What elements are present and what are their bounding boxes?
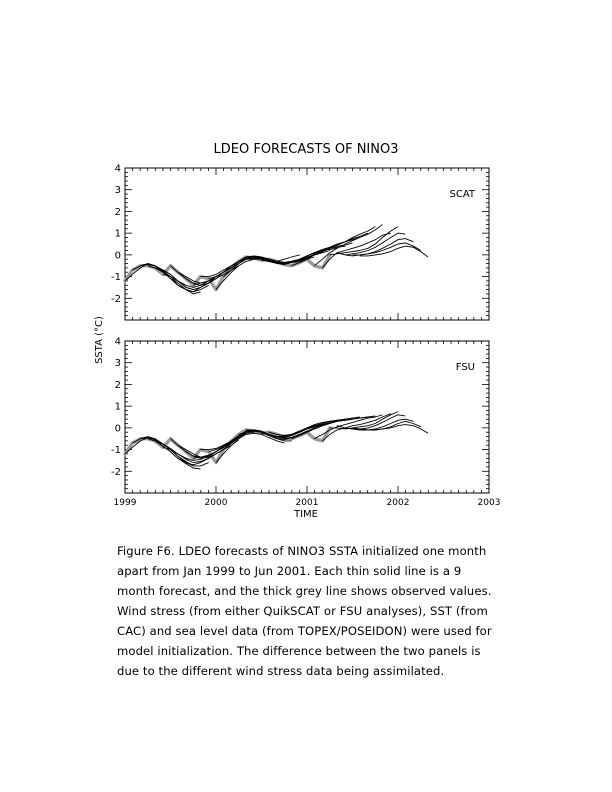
forecast-line — [329, 226, 399, 256]
x-tick-label: 2000 — [205, 498, 228, 508]
forecast-line — [306, 415, 376, 433]
caption-line: due to the different wind stress data be… — [117, 664, 445, 678]
forecast-line — [329, 411, 399, 430]
y-tick-label: 1 — [115, 229, 121, 240]
caption-line: Wind stress (from either QuikSCAT or FSU… — [117, 604, 488, 618]
forecast-line — [336, 232, 406, 256]
forecast-line — [306, 226, 376, 260]
panel-fsu: -2 -1 0 1 2 3 4 FSU — [111, 337, 490, 494]
y-tick-label: 4 — [115, 164, 121, 175]
plot-frame — [124, 340, 490, 494]
forecast-line — [291, 416, 360, 440]
caption-line: Figure F6. LDEO forecasts of NINO3 SSTA … — [117, 544, 487, 558]
y-tick-label: 2 — [115, 207, 121, 218]
forecast-line — [314, 224, 383, 267]
x-tick-label: 2003 — [478, 498, 501, 508]
forecast-line — [352, 242, 422, 256]
y-tick-label: 3 — [115, 358, 121, 369]
caption-line: month forecast, and the thick grey line … — [117, 584, 492, 598]
forecast-line — [193, 430, 262, 459]
forecast-line — [345, 418, 414, 431]
plot-frame — [124, 167, 490, 321]
forecast-line — [359, 245, 429, 258]
forecast-line — [322, 232, 391, 269]
forecast-line — [238, 430, 308, 441]
forecast-line — [314, 414, 383, 440]
x-axis-label: TIME — [293, 509, 318, 520]
x-tick-label: 2002 — [387, 498, 410, 508]
y-tick-label: 3 — [115, 185, 121, 196]
forecast-line — [359, 424, 429, 434]
forecast-line — [154, 267, 224, 291]
panel-scat: -2 -1 0 1 2 3 4 SCAT — [111, 164, 490, 321]
panel-label: FSU — [456, 362, 475, 373]
forecast-line — [231, 429, 300, 442]
forecast-line — [322, 413, 391, 442]
y-tick-label: 0 — [115, 423, 121, 434]
chart-title: LDEO FORECASTS OF NINO3 — [214, 142, 399, 157]
forecast-line — [231, 254, 300, 269]
forecast-line — [147, 438, 217, 466]
figure: LDEO FORECASTS OF NINO3 -2 -1 0 1 2 3 4 SCAT -2… — [94, 142, 501, 520]
figure-caption: Figure F6. LDEO forecasts of NINO3 SSTA … — [117, 541, 517, 681]
y-tick-label: -2 — [111, 467, 121, 478]
forecast-line — [140, 436, 209, 467]
y-tick-label: 4 — [115, 337, 121, 348]
forecast-line — [140, 263, 209, 293]
panel-label: SCAT — [449, 189, 475, 200]
y-axis-label: SSTA (°C) — [94, 316, 105, 364]
caption-line: apart from Jan 1999 to Jun 2001. Each th… — [117, 564, 462, 578]
y-tick-label: -1 — [111, 445, 121, 456]
x-tick-label: 2001 — [296, 498, 319, 508]
caption-line: CAC) and sea level data (from TOPEX/POSE… — [117, 624, 492, 638]
forecast-line — [170, 438, 240, 459]
y-tick-label: 0 — [115, 250, 121, 261]
y-tick-label: -2 — [111, 294, 121, 305]
caption-line: model initialization. The difference bet… — [117, 644, 481, 658]
forecast-line — [345, 238, 414, 257]
y-tick-label: 1 — [115, 402, 121, 413]
forecast-line — [291, 237, 360, 267]
y-tick-label: -1 — [111, 272, 121, 283]
forecast-line — [185, 431, 255, 458]
y-tick-label: 2 — [115, 380, 121, 391]
x-tick-label: 1999 — [114, 498, 137, 508]
forecast-line — [215, 432, 285, 463]
forecast-line — [261, 250, 330, 264]
forecast-line — [154, 440, 224, 464]
